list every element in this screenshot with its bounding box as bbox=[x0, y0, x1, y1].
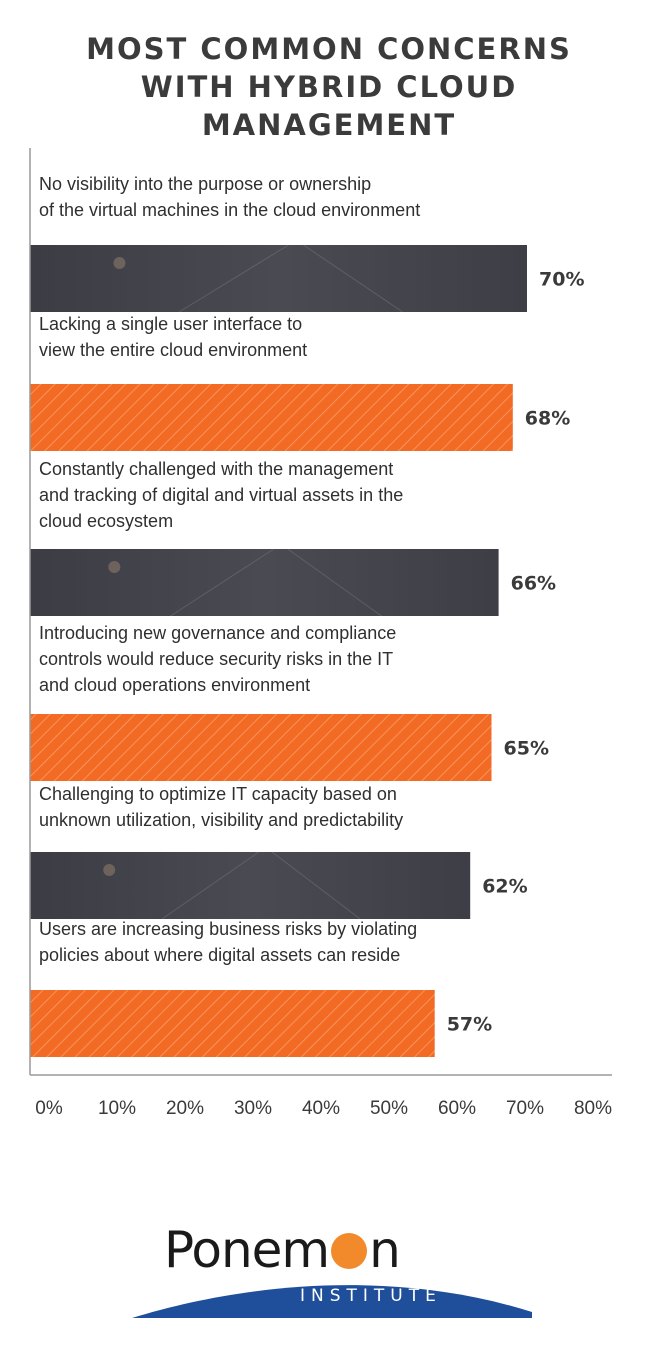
bar-label-4-line-2: controls would reduce security risks in … bbox=[39, 649, 393, 669]
x-tick-label-50: 50% bbox=[370, 1098, 408, 1119]
bar-5-texture-dot bbox=[103, 864, 116, 876]
bar-label-4: Introducing new governance and complianc… bbox=[39, 623, 396, 695]
x-tick-label-70: 70% bbox=[506, 1098, 544, 1119]
x-tick-label-20: 20% bbox=[166, 1098, 204, 1119]
bar-1-texture-dot bbox=[113, 257, 126, 269]
x-tick-label-30: 30% bbox=[234, 1098, 272, 1119]
bar-label-1-line-2: of the virtual machines in the cloud env… bbox=[39, 200, 420, 220]
bar-label-2: Lacking a single user interface to view t… bbox=[39, 314, 307, 360]
bar-5-texture-line-2 bbox=[271, 851, 361, 920]
x-tick-label-40: 40% bbox=[302, 1098, 340, 1119]
value-label-5: 62% bbox=[482, 876, 527, 898]
bar-4 bbox=[30, 714, 492, 781]
x-tick-label-10: 10% bbox=[98, 1098, 136, 1119]
bar-label-6-line-1: Users are increasing business risks by v… bbox=[39, 919, 417, 939]
logo-swoosh-icon bbox=[132, 1285, 532, 1318]
value-label-6: 57% bbox=[447, 1014, 492, 1036]
bar-3-texture-line-1 bbox=[170, 548, 274, 617]
bar-5-texture-line-1 bbox=[161, 851, 260, 920]
logo-subtitle: INSTITUTE bbox=[300, 1286, 442, 1306]
bar-6 bbox=[30, 990, 435, 1057]
bar-label-1: No visibility into the purpose or owners… bbox=[39, 174, 420, 220]
bar-label-2-line-2: view the entire cloud environment bbox=[39, 340, 307, 360]
bar-5-texture bbox=[103, 851, 361, 920]
value-label-4: 65% bbox=[504, 738, 549, 760]
logo-sun-icon bbox=[331, 1233, 368, 1269]
bar-5 bbox=[30, 852, 471, 919]
bar-1-texture-line-2 bbox=[303, 244, 404, 313]
bar-1-texture-line-1 bbox=[178, 244, 289, 313]
bar-3-texture-dot bbox=[108, 561, 121, 573]
value-label-3: 66% bbox=[511, 573, 556, 595]
chart-title: MOST COMMON CONCERNS WITH HYBRID CLOUD M… bbox=[0, 30, 658, 144]
ponemon-logo: Ponem n INSTITUTE bbox=[132, 1220, 532, 1320]
logo-wordmark: Ponem n bbox=[164, 1220, 401, 1280]
bar-label-4-line-3: and cloud operations environment bbox=[39, 675, 310, 695]
bar-label-5-line-2: unknown utilization, visibility and pred… bbox=[39, 810, 403, 830]
logo-wordmark-end: n bbox=[369, 1221, 401, 1279]
bar-3-texture-line-2 bbox=[287, 548, 382, 617]
value-label-2: 68% bbox=[525, 408, 570, 430]
bar-1-texture bbox=[113, 244, 404, 313]
bar-label-1-line-1: No visibility into the purpose or owners… bbox=[39, 174, 371, 194]
bar-3 bbox=[30, 549, 499, 616]
x-tick-label-60: 60% bbox=[438, 1098, 476, 1119]
bar-label-3-line-3: cloud ecosystem bbox=[39, 511, 173, 531]
value-label-1: 70% bbox=[539, 269, 584, 291]
bar-label-5: Challenging to optimize IT capacity base… bbox=[39, 784, 403, 830]
bar-label-4-line-1: Introducing new governance and complianc… bbox=[39, 623, 396, 643]
bar-chart: No visibility into the purpose or owners… bbox=[29, 148, 612, 1119]
bar-1 bbox=[30, 245, 527, 312]
title-line-2: WITH HYBRID CLOUD bbox=[140, 70, 518, 104]
bar-label-2-line-1: Lacking a single user interface to bbox=[39, 314, 302, 334]
bar-label-3-line-1: Constantly challenged with the managemen… bbox=[39, 459, 393, 479]
x-tick-label-80: 80% bbox=[574, 1098, 612, 1119]
logo-wordmark-start: Ponem bbox=[164, 1221, 330, 1279]
bar-label-5-line-1: Challenging to optimize IT capacity base… bbox=[39, 784, 397, 804]
bar-2 bbox=[30, 384, 513, 451]
bar-label-3-line-2: and tracking of digital and virtual asse… bbox=[39, 485, 403, 505]
x-tick-label-0: 0% bbox=[35, 1098, 63, 1119]
bar-label-6-line-2: policies about where digital assets can … bbox=[39, 945, 400, 965]
bar-3-texture bbox=[108, 548, 382, 617]
title-line-3: MANAGEMENT bbox=[201, 108, 457, 142]
bar-label-6: Users are increasing business risks by v… bbox=[39, 919, 417, 965]
bar-label-3: Constantly challenged with the managemen… bbox=[39, 459, 403, 531]
title-line-1: MOST COMMON CONCERNS bbox=[86, 32, 572, 66]
